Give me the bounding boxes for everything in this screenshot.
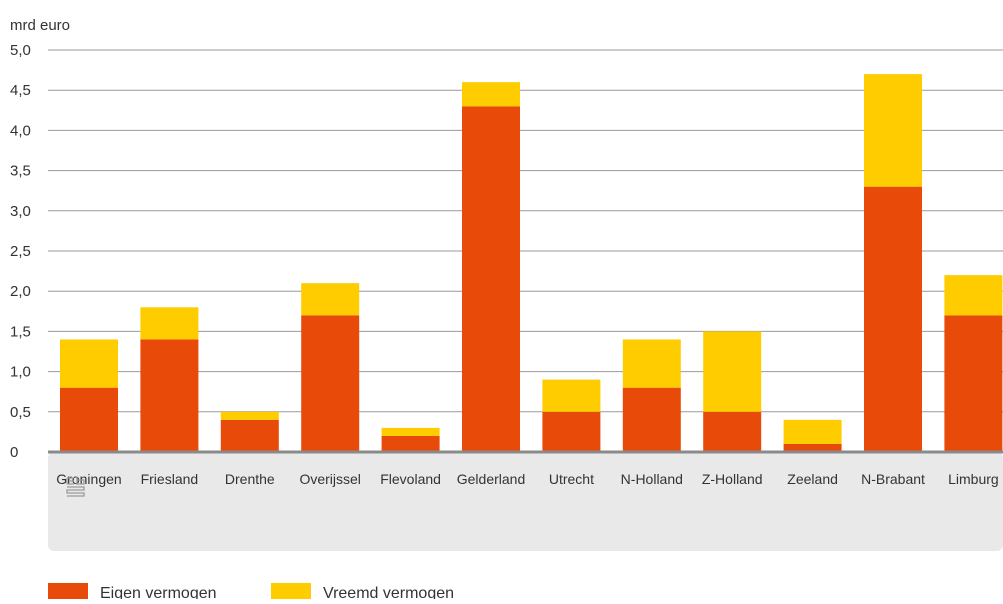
x-tick-label: Gelderland [457,471,526,487]
bar-eigen-gelderland [462,106,520,452]
legend-label: Vreemd vermogen [323,585,454,599]
y-tick-labels: 0 0,5 1,0 1,5 2,0 2,5 3,0 3,5 4,0 4,5 5,0 [10,42,31,461]
bar-vreemd-overijssel [301,283,360,316]
x-tick-label: Overijssel [299,471,360,487]
x-tick-label: Drenthe [225,471,275,487]
y-tick-label: 2,0 [10,283,31,300]
y-tick-label: 0,5 [10,404,31,421]
y-tick-label: 0 [10,444,18,461]
bar-eigen-n-brabant [864,186,922,452]
y-tick-label: 4,5 [10,82,31,99]
y-tick-label: 1,5 [10,323,31,340]
legend-swatch [271,583,311,599]
legend-swatch [48,583,88,599]
y-tick-label: 1,0 [10,364,31,381]
y-tick-label: 3,5 [10,163,31,180]
bars [60,74,1003,452]
x-tick-label: Flevoland [380,471,441,487]
bar-vreemd-utrecht [542,379,601,412]
bar-eigen-flevoland [381,435,440,452]
x-tick-label: Zeeland [787,471,838,487]
x-tick-label: N-Holland [621,471,683,487]
bar-vreemd-limburg [944,275,1003,316]
legend: Eigen vermogen Vreemd vermogen [48,583,454,602]
y-axis-label: mrd euro [10,17,70,34]
cbs-logo-icon [66,477,85,497]
gridlines [48,49,1003,413]
bar-vreemd-friesland [140,307,199,340]
bar-eigen-n-holland [622,387,681,452]
x-tick-labels: Groningen Friesland Drenthe Overijssel Flevo… [56,471,998,487]
bar-vreemd-zeeland [783,419,842,444]
bar-vreemd-gelderland [462,82,520,107]
y-tick-label: 4,0 [10,122,31,139]
bar-eigen-z-holland [703,411,762,452]
x-tick-label: Z-Holland [702,471,763,487]
bar-vreemd-drenthe [220,411,279,420]
bar-vreemd-z-holland [703,331,762,412]
x-tick-label: Groningen [56,471,121,487]
bar-vreemd-n-holland [622,339,681,388]
bar-vreemd-groningen [60,339,118,388]
x-tick-label: N-Brabant [861,471,925,487]
bar-eigen-drenthe [220,419,279,452]
bar-eigen-utrecht [542,411,601,452]
x-tick-label: Limburg [948,471,999,487]
x-tick-label: Utrecht [549,471,594,487]
bar-eigen-groningen [60,387,118,452]
bar-eigen-limburg [944,315,1003,452]
bar-eigen-zeeland [783,443,842,452]
bar-eigen-overijssel [301,315,360,452]
xaxis-panel [48,452,1003,551]
legend-label: Eigen vermogen [100,585,217,599]
bar-vreemd-flevoland [381,427,440,436]
y-tick-label: 3,0 [10,203,31,220]
bar-vreemd-n-brabant [864,74,922,187]
y-tick-label: 2,5 [10,243,31,260]
y-tick-label: 5,0 [10,42,31,59]
x-tick-label: Friesland [141,471,199,487]
bar-eigen-friesland [140,339,199,452]
